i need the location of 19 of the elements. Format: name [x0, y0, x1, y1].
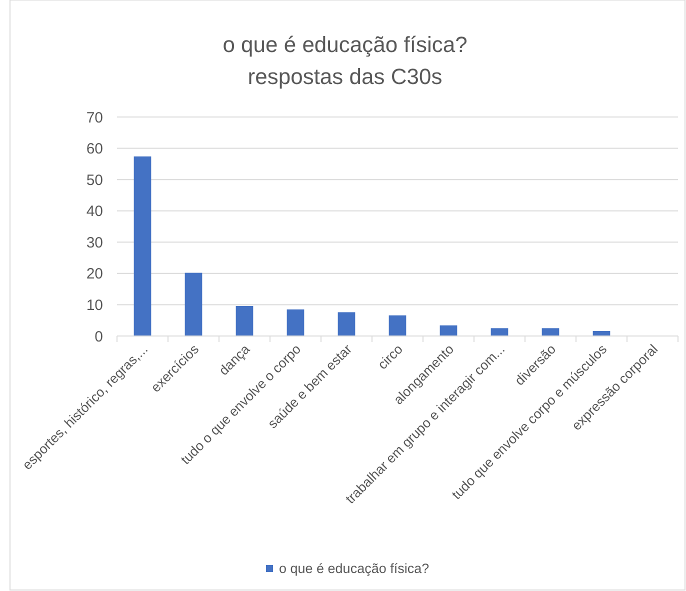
y-tick-label: 30 — [86, 234, 103, 252]
bar — [542, 328, 560, 336]
y-tick-label: 20 — [86, 266, 103, 283]
y-tick-label: 0 — [94, 328, 103, 346]
y-tick-label: 60 — [86, 140, 103, 158]
y-tick-label: 10 — [86, 296, 103, 314]
y-tick-label: 50 — [86, 172, 103, 189]
bar — [236, 306, 254, 336]
bar — [286, 309, 304, 336]
bar — [490, 328, 508, 336]
y-tick-label: 40 — [86, 203, 103, 220]
bar — [388, 315, 406, 336]
bar — [440, 325, 458, 336]
bar — [184, 272, 202, 336]
chart-title: o que é educação física? respostas das C30s — [222, 32, 468, 89]
legend-label: o que é educação física? — [279, 561, 430, 576]
bar — [338, 312, 356, 336]
bar — [134, 156, 152, 336]
y-tick-label: 70 — [86, 109, 103, 126]
